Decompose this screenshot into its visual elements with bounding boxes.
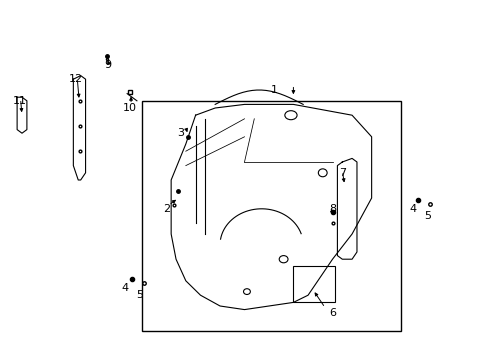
Text: 2: 2 [163, 204, 169, 214]
Text: 5: 5 [136, 290, 142, 300]
Text: 5: 5 [424, 211, 430, 221]
Text: 10: 10 [122, 103, 136, 113]
Text: 3: 3 [177, 128, 184, 138]
Text: 4: 4 [409, 204, 416, 214]
Text: 1: 1 [270, 85, 277, 95]
Text: 9: 9 [104, 60, 111, 70]
Text: 12: 12 [69, 74, 82, 84]
Text: 6: 6 [328, 308, 335, 318]
Text: 11: 11 [13, 96, 26, 106]
Bar [142, 101, 400, 331]
Bar [293, 266, 334, 302]
Text: 7: 7 [338, 168, 345, 178]
Text: 8: 8 [328, 204, 335, 214]
Text: 4: 4 [121, 283, 128, 293]
